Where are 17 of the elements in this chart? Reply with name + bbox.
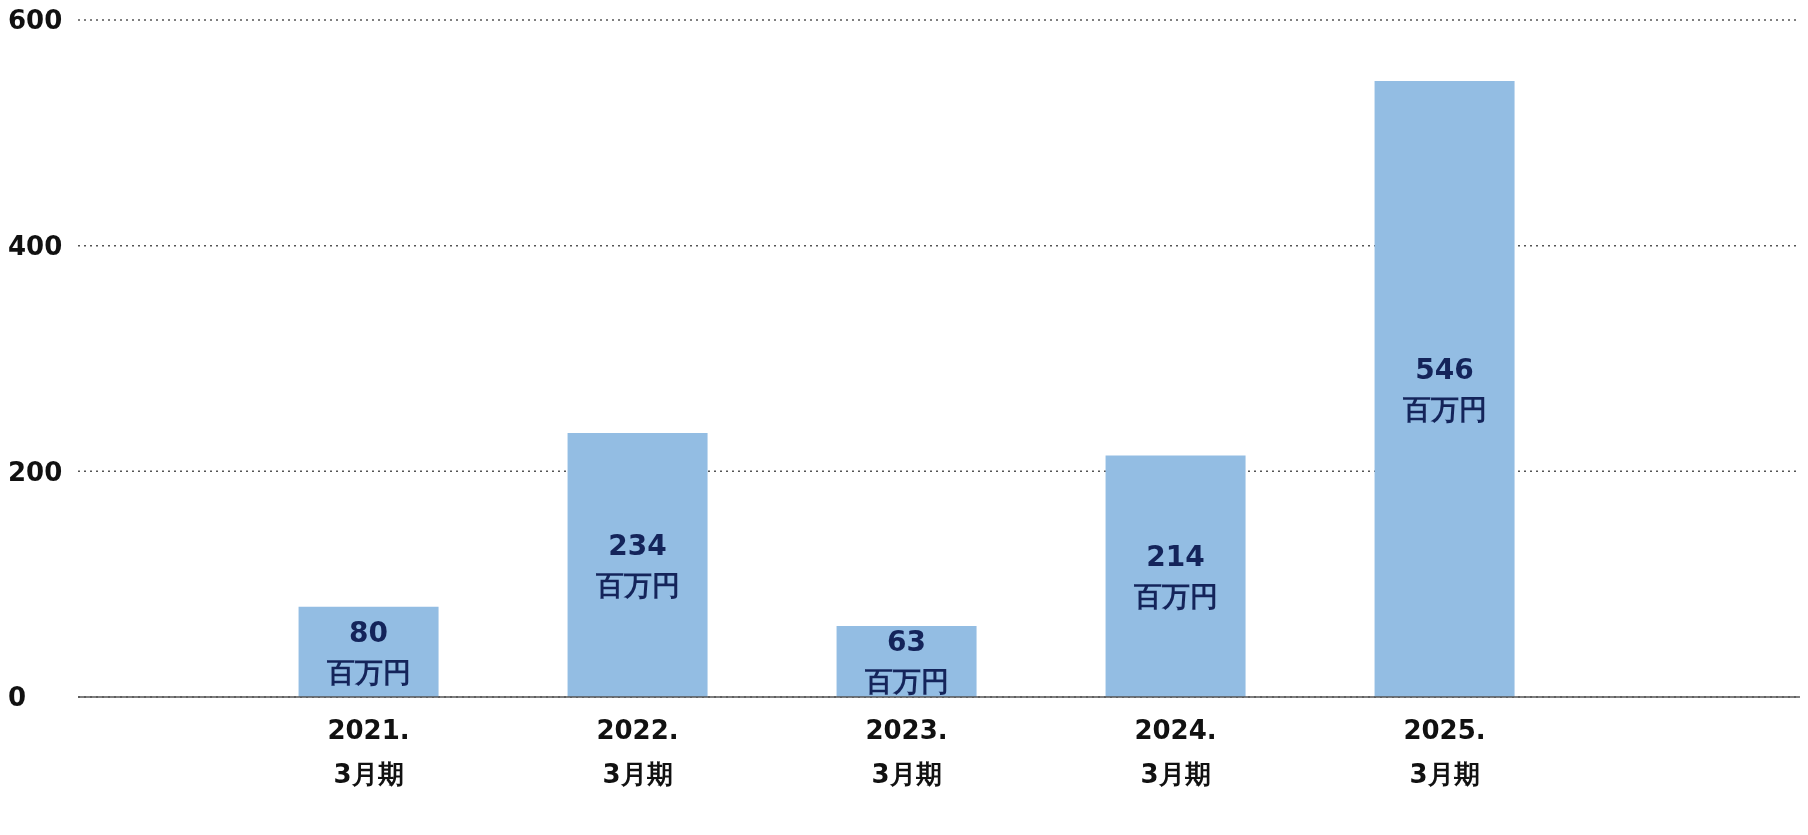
y-tick-label: 400 (8, 230, 63, 261)
y-tick-label: 200 (8, 456, 63, 487)
y-tick-label: 0 (8, 682, 27, 713)
bar (567, 432, 708, 697)
x-tick-label: 2021. 3月期 (327, 715, 410, 789)
y-tick-label: 600 (8, 5, 63, 36)
bar (1374, 80, 1515, 697)
data-label: 234 百万円 (594, 528, 680, 602)
data-label: 63 百万円 (863, 625, 949, 699)
data-label: 214 百万円 (1132, 540, 1218, 614)
x-tick-label: 2023. 3月期 (865, 715, 948, 789)
x-tick-label: 2024. 3月期 (1134, 715, 1217, 789)
data-label: 80 百万円 (325, 615, 411, 689)
x-tick-label: 2022. 3月期 (596, 715, 679, 789)
x-tick-label: 2025. 3月期 (1403, 715, 1486, 789)
bar (1105, 455, 1246, 697)
data-label: 546 百万円 (1401, 352, 1487, 426)
